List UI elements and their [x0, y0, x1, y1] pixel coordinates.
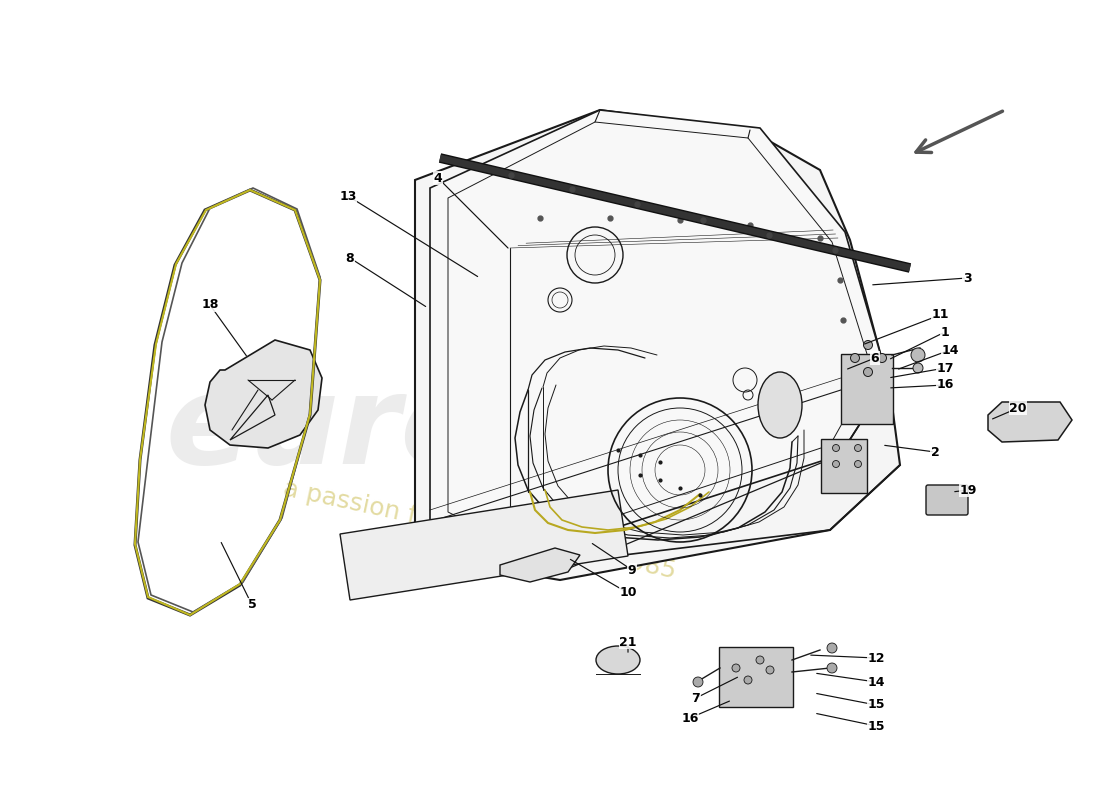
Circle shape — [744, 676, 752, 684]
Circle shape — [766, 666, 774, 674]
Circle shape — [693, 677, 703, 687]
Text: 15: 15 — [867, 719, 884, 733]
Text: 8: 8 — [345, 251, 354, 265]
Polygon shape — [205, 340, 322, 448]
Text: 11: 11 — [932, 309, 948, 322]
FancyBboxPatch shape — [719, 647, 793, 707]
Circle shape — [833, 461, 839, 467]
Polygon shape — [500, 548, 580, 582]
Polygon shape — [988, 402, 1072, 442]
Text: 7: 7 — [692, 691, 701, 705]
FancyBboxPatch shape — [821, 439, 867, 493]
FancyBboxPatch shape — [842, 354, 893, 424]
Text: 14: 14 — [942, 343, 959, 357]
Text: 4: 4 — [433, 171, 442, 185]
Text: 10: 10 — [619, 586, 637, 599]
Text: 16: 16 — [681, 711, 698, 725]
Circle shape — [827, 643, 837, 653]
Circle shape — [732, 664, 740, 672]
Text: 18: 18 — [201, 298, 219, 311]
Ellipse shape — [596, 646, 640, 674]
Text: 16: 16 — [936, 378, 954, 391]
Circle shape — [911, 348, 925, 362]
Polygon shape — [415, 110, 900, 580]
Text: 2: 2 — [931, 446, 939, 458]
Text: 3: 3 — [962, 271, 971, 285]
Circle shape — [855, 461, 861, 467]
Circle shape — [756, 656, 764, 664]
Circle shape — [913, 363, 923, 373]
Polygon shape — [340, 490, 628, 600]
Text: 17: 17 — [936, 362, 954, 374]
Circle shape — [827, 663, 837, 673]
FancyBboxPatch shape — [926, 485, 968, 515]
Polygon shape — [430, 110, 888, 562]
Text: 20: 20 — [1010, 402, 1026, 414]
Text: 19: 19 — [959, 483, 977, 497]
Text: 15: 15 — [867, 698, 884, 711]
Text: 13: 13 — [339, 190, 356, 202]
Text: 12: 12 — [867, 651, 884, 665]
Circle shape — [855, 445, 861, 451]
Circle shape — [878, 354, 887, 362]
Circle shape — [864, 341, 872, 350]
Circle shape — [833, 445, 839, 451]
Text: 6: 6 — [871, 351, 879, 365]
Text: a passion for performance 1985: a passion for performance 1985 — [282, 477, 679, 583]
Circle shape — [864, 367, 872, 377]
Circle shape — [850, 354, 859, 362]
Text: 5: 5 — [248, 598, 256, 611]
Text: europes: europes — [165, 370, 735, 490]
Text: 14: 14 — [867, 675, 884, 689]
Ellipse shape — [758, 372, 802, 438]
Text: 9: 9 — [628, 563, 636, 577]
Text: 1: 1 — [940, 326, 949, 338]
Text: 21: 21 — [619, 635, 637, 649]
